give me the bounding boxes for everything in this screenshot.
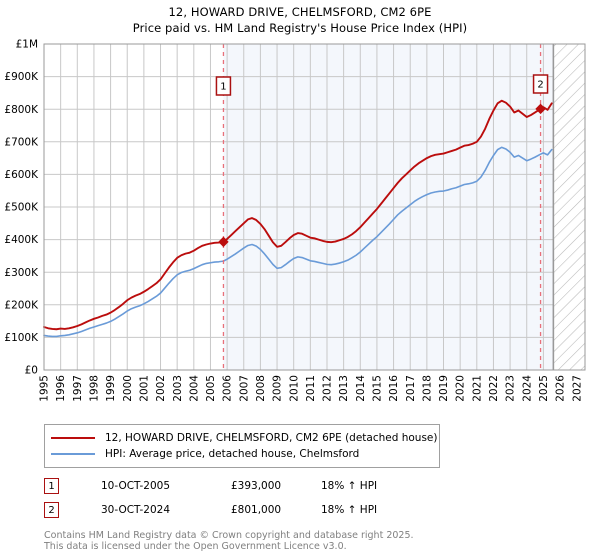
svg-text:2008: 2008: [255, 375, 267, 402]
svg-text:2015: 2015: [372, 375, 384, 402]
table-row: 2 30-OCT-2024 £801,000 18% ↑ HPI: [44, 498, 464, 522]
svg-text:2000: 2000: [122, 375, 134, 402]
footer-line-copyright: Contains HM Land Registry data © Crown c…: [44, 530, 414, 541]
svg-text:2007: 2007: [238, 375, 250, 402]
svg-text:2002: 2002: [155, 375, 167, 402]
svg-text:£1M: £1M: [16, 39, 38, 51]
svg-text:2026: 2026: [555, 375, 567, 402]
svg-text:£600K: £600K: [4, 169, 39, 181]
transaction-hpi-delta: 18% ↑ HPI: [321, 480, 378, 492]
table-row: 1 10-OCT-2005 £393,000 18% ↑ HPI: [44, 474, 464, 498]
svg-text:2010: 2010: [288, 375, 300, 402]
title-line-secondary: Price paid vs. HM Land Registry's House …: [132, 21, 468, 35]
transaction-date: 10-OCT-2005: [101, 480, 170, 492]
svg-text:£100K: £100K: [4, 332, 39, 344]
legend-swatch-hpi: [51, 453, 95, 455]
svg-text:2013: 2013: [338, 375, 350, 402]
transaction-price: £801,000: [231, 504, 282, 516]
svg-text:£400K: £400K: [4, 234, 39, 246]
svg-text:1997: 1997: [72, 375, 84, 402]
svg-text:£200K: £200K: [4, 299, 39, 311]
svg-text:2012: 2012: [322, 375, 334, 402]
svg-text:2022: 2022: [488, 375, 500, 402]
svg-text:1999: 1999: [105, 375, 117, 402]
svg-text:2019: 2019: [438, 375, 450, 402]
svg-text:2014: 2014: [355, 375, 367, 402]
transaction-hpi-delta: 18% ↑ HPI: [321, 504, 378, 516]
svg-text:2001: 2001: [138, 375, 150, 402]
svg-text:£700K: £700K: [4, 136, 39, 148]
svg-text:2006: 2006: [222, 375, 234, 402]
attribution-footer: Contains HM Land Registry data © Crown c…: [44, 530, 584, 552]
footer-line-licence: This data is licensed under the Open Gov…: [44, 541, 347, 552]
page-title: 12, HOWARD DRIVE, CHELMSFORD, CM2 6PE Pr…: [0, 4, 600, 36]
status-badge: 2: [44, 502, 59, 518]
legend-swatch-price: [51, 437, 95, 439]
title-line-primary: 12, HOWARD DRIVE, CHELMSFORD, CM2 6PE: [168, 5, 432, 19]
chart-legend: 12, HOWARD DRIVE, CHELMSFORD, CM2 6PE (d…: [44, 424, 440, 468]
svg-text:1996: 1996: [55, 375, 67, 402]
svg-text:2011: 2011: [305, 375, 317, 402]
svg-text:2020: 2020: [455, 375, 467, 402]
legend-item-price: 12, HOWARD DRIVE, CHELMSFORD, CM2 6PE (d…: [51, 430, 438, 446]
svg-text:2005: 2005: [205, 375, 217, 402]
svg-text:2016: 2016: [388, 375, 400, 402]
svg-text:2004: 2004: [188, 375, 200, 402]
status-badge: 1: [44, 478, 59, 494]
svg-text:2017: 2017: [405, 375, 417, 402]
svg-text:2021: 2021: [471, 375, 483, 402]
svg-text:£500K: £500K: [4, 202, 39, 214]
svg-text:2025: 2025: [538, 375, 550, 402]
legend-item-hpi: HPI: Average price, detached house, Chel…: [51, 446, 433, 462]
svg-text:£900K: £900K: [4, 71, 39, 83]
svg-text:£300K: £300K: [4, 267, 39, 279]
svg-text:2018: 2018: [421, 375, 433, 402]
legend-label-price: 12, HOWARD DRIVE, CHELMSFORD, CM2 6PE (d…: [105, 432, 438, 444]
svg-text:2: 2: [537, 80, 543, 91]
svg-text:2003: 2003: [172, 375, 184, 402]
price-history-chart: £0 £100K £200K £300K £400K £500K £600K £700K £80…: [4, 39, 586, 402]
svg-text:2024: 2024: [521, 375, 533, 402]
svg-text:1998: 1998: [89, 375, 101, 402]
transaction-price: £393,000: [231, 480, 282, 492]
svg-text:1995: 1995: [39, 375, 51, 402]
svg-text:2009: 2009: [272, 375, 284, 402]
svg-text:1: 1: [220, 82, 226, 93]
svg-text:£0: £0: [25, 365, 38, 377]
svg-text:2027: 2027: [571, 375, 583, 402]
legend-label-hpi: HPI: Average price, detached house, Chel…: [105, 448, 360, 460]
transaction-date: 30-OCT-2024: [101, 504, 170, 516]
transactions-table: 1 10-OCT-2005 £393,000 18% ↑ HPI 2 30-OC…: [44, 474, 464, 522]
svg-text:£800K: £800K: [4, 104, 39, 116]
svg-text:2023: 2023: [505, 375, 517, 402]
